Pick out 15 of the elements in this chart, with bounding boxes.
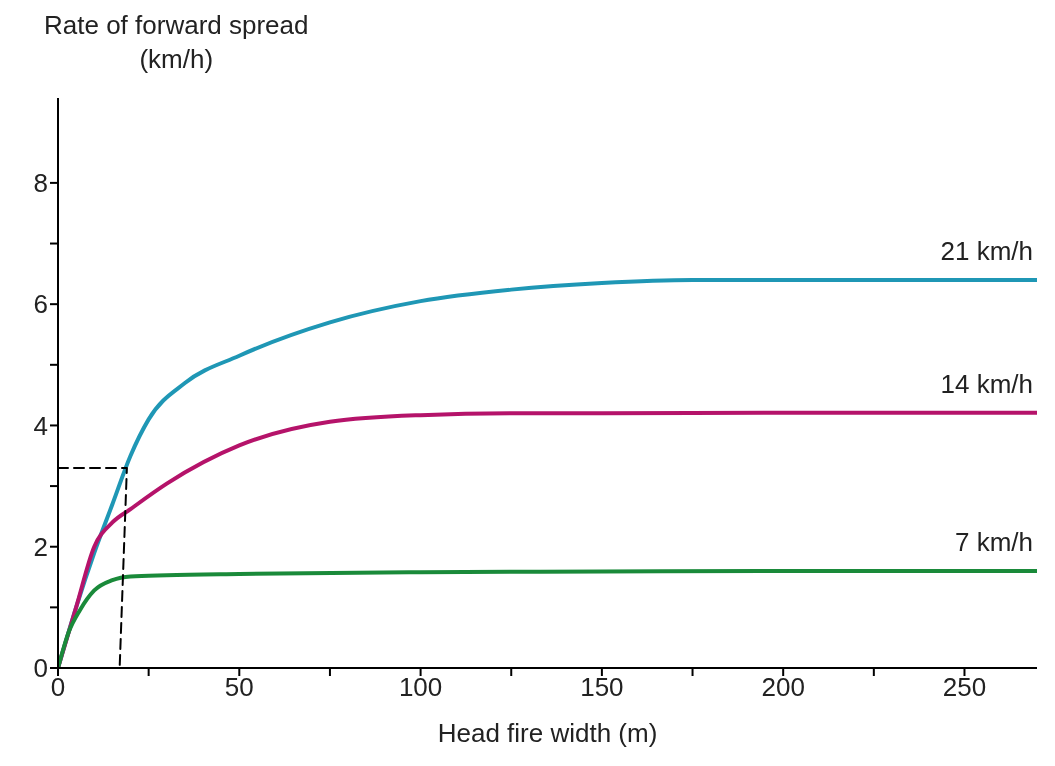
y-axis-title: Rate of forward spread (km/h) <box>44 9 309 76</box>
x-axis-title: Head fire width (m) <box>437 718 658 748</box>
y-tick-label: 8 <box>33 168 48 199</box>
y-tick-label: 2 <box>33 531 48 562</box>
x-tick-label: 200 <box>761 672 805 703</box>
y-tick-label: 4 <box>33 410 48 441</box>
x-tick-label: 100 <box>398 672 443 703</box>
series-label: 21 km/h <box>940 235 1033 266</box>
x-tick-label: 250 <box>942 672 987 703</box>
y-tick-label: 0 <box>33 653 48 684</box>
x-tick-label: 150 <box>580 672 624 703</box>
series-label: 7 km/h <box>954 526 1033 557</box>
x-tick-label: 50 <box>224 672 254 703</box>
y-tick-label: 6 <box>33 289 48 320</box>
series-label: 14 km/h <box>940 368 1033 399</box>
